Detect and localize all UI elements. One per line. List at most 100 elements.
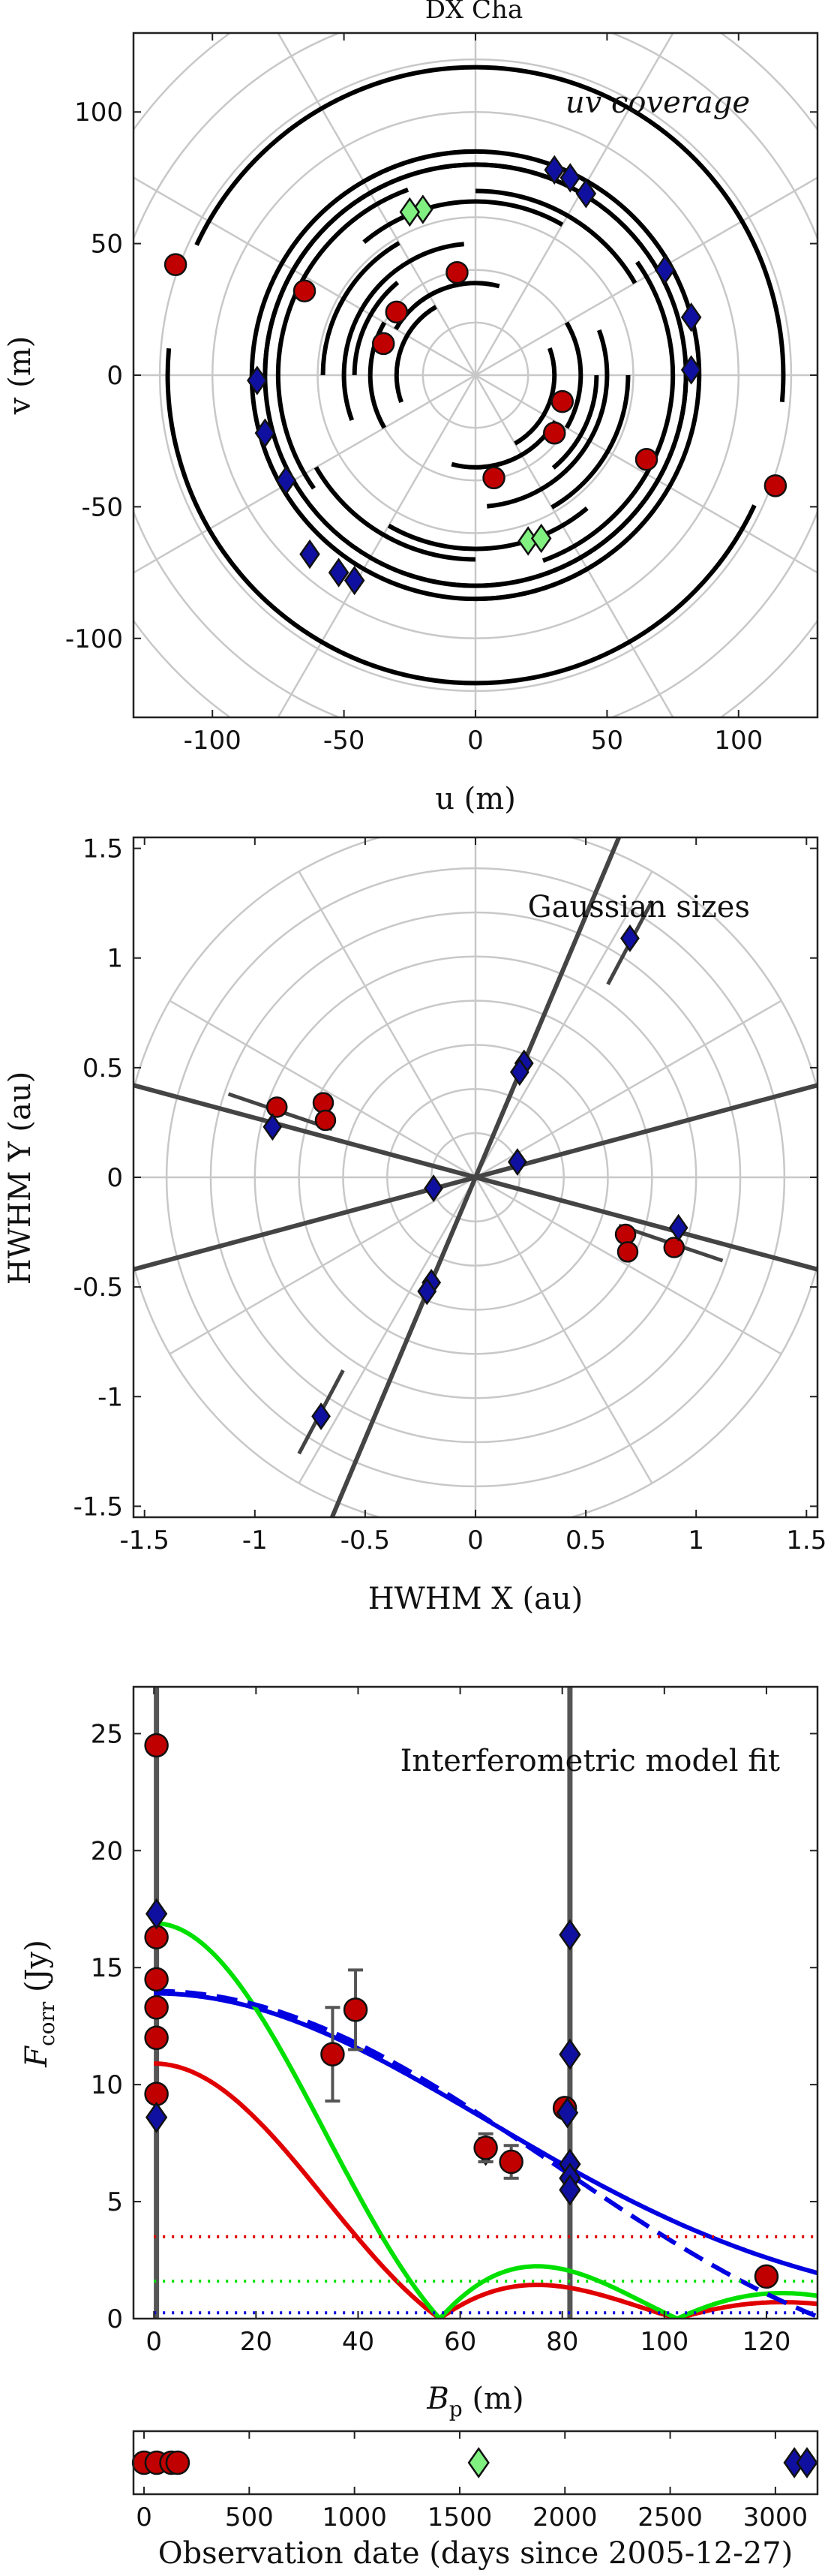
gaussian-polar-grid	[134, 837, 818, 1517]
y-tick-label: 1.5	[82, 834, 123, 864]
flux-point-circle	[343, 1997, 368, 2022]
uv-point-diamond	[654, 255, 676, 285]
y-tick-label: -1	[98, 1382, 123, 1412]
y-tick-label: 10	[91, 2070, 123, 2100]
fit-ticks: 0 20 40 60 80 100 120 0 5 10 15 20 25	[91, 1687, 818, 2357]
model-curve-2	[154, 1921, 818, 2319]
x-tick-label: 0	[146, 2327, 162, 2357]
uv-point-diamond	[560, 163, 581, 193]
y-tick-label: 50	[91, 230, 123, 260]
y-tick-label: 15	[91, 1953, 123, 1983]
uv-point-circle	[482, 466, 506, 490]
flux-point-circle	[144, 2025, 169, 2051]
grid-spoke	[298, 870, 477, 1178]
position-angle-line	[134, 1083, 818, 1272]
uv-point-diamond	[344, 565, 365, 596]
y-tick-label: 20	[91, 1836, 123, 1866]
x-tick-label: 0.5	[566, 1525, 606, 1556]
x-tick-label: 1500	[428, 2502, 493, 2532]
gaussian-point-circle	[616, 1241, 639, 1263]
gaussian-point-diamond	[262, 1113, 283, 1141]
gaussian-point-circle	[266, 1096, 288, 1118]
fit-frame	[132, 1685, 819, 2320]
uv-point-diamond	[575, 179, 597, 209]
flux-point-circle	[144, 1994, 169, 2020]
date-panel: 0 500 1000 1500 2000 2500 3000 Observation dat…	[131, 2430, 819, 2571]
grid-spoke	[474, 870, 653, 1178]
y-tick-label: 5	[106, 2187, 123, 2217]
flux-point-diamond	[559, 2038, 581, 2070]
flux-point-diamond	[556, 2097, 579, 2129]
y-tick-label: 0	[106, 361, 123, 391]
uv-coverage-panel: -100 -50 0 50 100 -100 -50 0 50 100 uv coverage u…	[3, 32, 819, 816]
uv-track	[551, 374, 599, 470]
uv-track	[194, 65, 786, 403]
x-tick-label: 1000	[322, 2502, 387, 2532]
flux-point-diamond	[559, 1919, 581, 1951]
grid-spoke	[475, 1176, 782, 1355]
x-tick-label: -50	[323, 726, 365, 756]
gaussian-xlabel: HWHM X (au)	[368, 1582, 584, 1616]
uv-track	[314, 466, 476, 562]
x-tick-label: 120	[742, 2327, 790, 2357]
uv-track	[394, 305, 437, 404]
curve-group	[154, 1921, 818, 2319]
date-points	[131, 2447, 818, 2478]
x-tick-label: 80	[546, 2327, 578, 2357]
y-tick-label: -50	[81, 492, 123, 522]
grid-spoke	[298, 1177, 477, 1484]
x-tick-label: 100	[714, 726, 763, 756]
gaussian-point-diamond	[668, 1213, 688, 1242]
date-ticks: 0 500 1000 1500 2000 2500 3000	[136, 2431, 808, 2532]
gaussian-point-diamond	[620, 924, 640, 952]
y-tick-label: 0.5	[82, 1054, 123, 1084]
model-fit-panel: 0 20 40 60 80 100 120 0 5 10 15 20 25 Interferometri…	[20, 1685, 819, 2421]
x-tick-label: 2000	[532, 2502, 598, 2532]
uv-tracks	[165, 65, 786, 686]
flux-point-circle	[144, 1967, 169, 1992]
x-tick-label: 0	[136, 2502, 152, 2532]
gaussian-point-diamond	[417, 1277, 437, 1306]
gaussian-point-circle	[314, 1109, 337, 1132]
uv-point-diamond	[680, 355, 702, 385]
uv-point-diamond	[328, 558, 350, 588]
uv-point-circle	[446, 260, 469, 284]
flux-point-circle	[754, 2264, 779, 2289]
gaussian-points	[262, 924, 688, 1430]
gaussian-point-diamond	[507, 1148, 527, 1176]
date-point-diamond	[796, 2447, 818, 2478]
uv-point-diamond	[680, 302, 702, 332]
uv-track	[362, 199, 564, 244]
gaussian-annotation: Gaussian sizes	[528, 890, 750, 924]
uv-track	[514, 347, 557, 446]
y-tick-label: 0	[106, 1163, 123, 1193]
x-tick-label: 3000	[743, 2502, 808, 2532]
y-tick-label: 0	[106, 2304, 123, 2334]
uv-point-circle	[385, 300, 409, 324]
flux-point-circle	[473, 2136, 498, 2160]
x-tick-label: 20	[240, 2327, 272, 2357]
x-tick-label: 1	[688, 1525, 704, 1556]
fit-points	[144, 1733, 779, 2289]
uv-track	[387, 506, 589, 552]
y-tick-label: -1.5	[74, 1492, 123, 1522]
uv-points	[164, 155, 788, 596]
uv-point-diamond	[247, 365, 268, 395]
uv-track	[451, 419, 557, 470]
model-curve-3	[154, 1988, 818, 2319]
gaussian-point-diamond	[424, 1174, 444, 1203]
x-tick-label: 40	[342, 2327, 374, 2357]
uv-track	[341, 242, 464, 422]
x-tick-label: 0	[467, 726, 484, 756]
uv-annotation: uv coverage	[566, 86, 750, 120]
flux-point-circle	[499, 2149, 524, 2175]
y-tick-label: 25	[91, 1719, 123, 1749]
fit-ylabel: Fcorr (Jy)	[20, 1940, 59, 2068]
gaussian-ylabel: HWHM Y (au)	[3, 1072, 38, 1285]
uv-track	[550, 374, 631, 509]
fit-curves	[154, 1921, 818, 2319]
x-tick-label: -1	[242, 1525, 268, 1556]
uv-point-circle	[764, 474, 788, 497]
uv-point-circle	[542, 421, 566, 445]
